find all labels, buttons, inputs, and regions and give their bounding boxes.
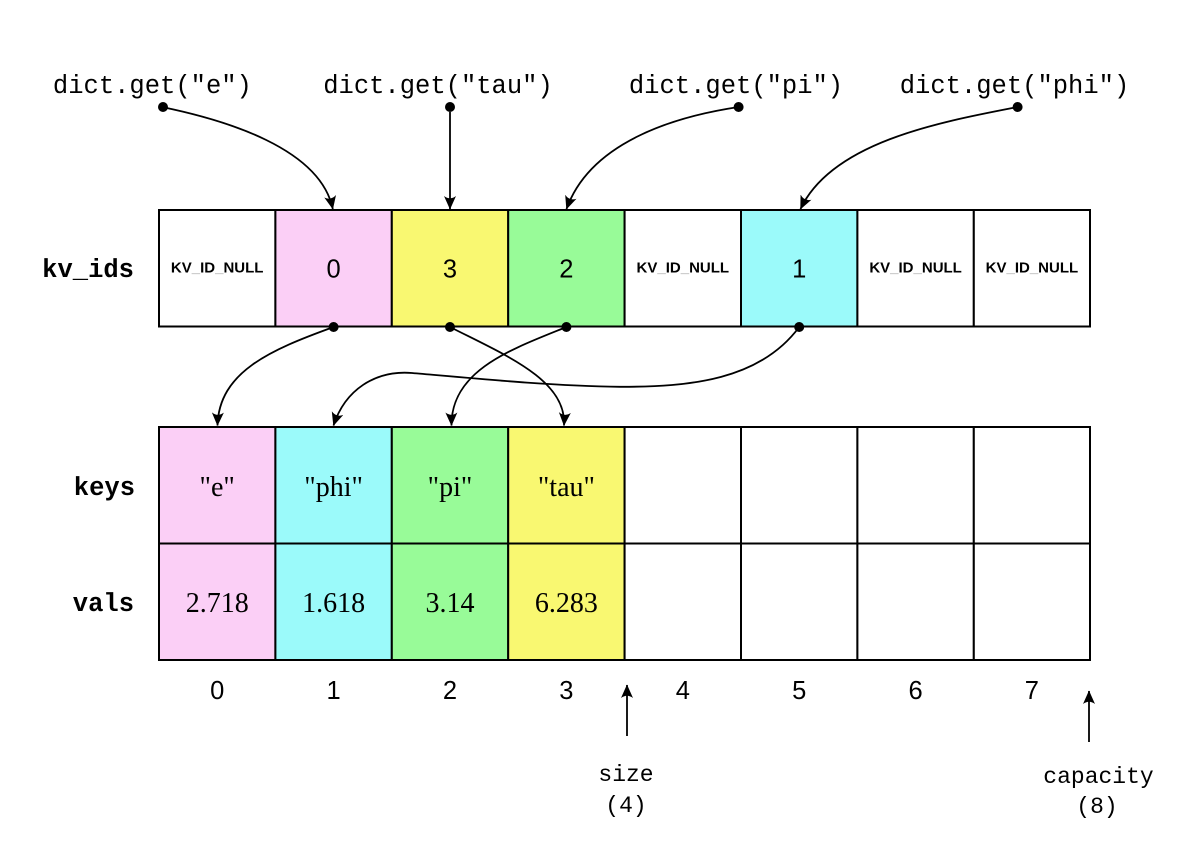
svg-text:2: 2 (443, 677, 457, 705)
svg-text:0: 0 (327, 256, 341, 284)
svg-text:keys: keys (74, 474, 135, 503)
svg-text:1: 1 (327, 677, 341, 705)
svg-text:dict.get("e"): dict.get("e") (53, 72, 252, 101)
svg-text:kv_ids: kv_ids (42, 256, 134, 285)
svg-text:(8): (8) (1076, 794, 1117, 820)
svg-text:1: 1 (792, 256, 806, 284)
svg-text:3: 3 (559, 677, 573, 705)
svg-text:KV_ID_NULL: KV_ID_NULL (171, 260, 264, 277)
svg-text:"pi": "pi" (428, 472, 473, 503)
svg-text:2: 2 (559, 256, 573, 284)
svg-text:2.718: 2.718 (186, 588, 249, 619)
svg-text:7: 7 (1025, 677, 1039, 705)
svg-text:dict.get("tau"): dict.get("tau") (323, 72, 553, 101)
svg-text:capacity: capacity (1043, 764, 1154, 790)
svg-text:0: 0 (210, 677, 224, 705)
svg-text:KV_ID_NULL: KV_ID_NULL (869, 260, 962, 277)
svg-text:KV_ID_NULL: KV_ID_NULL (637, 260, 730, 277)
svg-text:"e": "e" (200, 472, 235, 503)
svg-text:(4): (4) (605, 793, 646, 819)
svg-text:dict.get("pi"): dict.get("pi") (629, 72, 843, 101)
svg-text:3.14: 3.14 (426, 588, 475, 619)
svg-text:"phi": "phi" (304, 472, 363, 503)
svg-text:3: 3 (443, 256, 457, 284)
svg-text:5: 5 (792, 677, 806, 705)
svg-text:"tau": "tau" (538, 472, 595, 503)
svg-text:dict.get("phi"): dict.get("phi") (900, 72, 1130, 101)
svg-text:4: 4 (676, 677, 690, 705)
svg-text:KV_ID_NULL: KV_ID_NULL (986, 260, 1079, 277)
svg-text:6: 6 (909, 677, 923, 705)
svg-text:vals: vals (73, 590, 134, 619)
svg-text:1.618: 1.618 (302, 588, 365, 619)
svg-text:size: size (598, 762, 653, 788)
svg-text:6.283: 6.283 (535, 588, 598, 619)
